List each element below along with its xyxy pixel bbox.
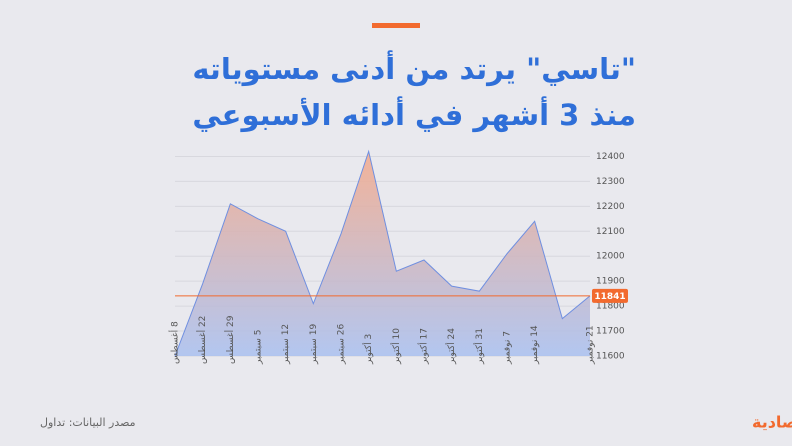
- area-fill: [175, 151, 590, 356]
- line: [174, 149, 591, 357]
- x-tick-label: 22 أغسطس: [196, 316, 208, 364]
- x-tick-label: 14 نوفمبر: [530, 325, 540, 365]
- x-tick-label: 8 أغسطس: [169, 321, 181, 364]
- x-tick-label: 7 نوفمبر: [503, 331, 513, 365]
- y-tick-label: 12300: [596, 177, 625, 187]
- x-tick-label: 17 أكتوبر: [418, 328, 430, 365]
- reference-label: 11841: [594, 292, 625, 302]
- x-tick-label: 19 سبتمبر: [309, 324, 319, 365]
- x-tick-label: 10 أكتوبر: [390, 328, 402, 365]
- y-tick-label: 11700: [596, 327, 625, 337]
- y-tick-label: 12200: [596, 202, 625, 212]
- y-tick-label: 11600: [596, 352, 625, 362]
- y-tick-label: 12000: [596, 252, 625, 262]
- x-tick-label: 5 سبتمبر: [254, 330, 264, 365]
- y-tick-label: 12100: [596, 227, 625, 237]
- source: مصدر البيانات: تداول: [40, 416, 136, 429]
- x-tick-label: 21 نوفمبر: [586, 325, 596, 365]
- x-tick-label: 24 أكتوبر: [445, 328, 457, 365]
- reference-badge: [592, 288, 628, 303]
- logo: الاقتصادية: [752, 413, 792, 432]
- accent-bar: [372, 23, 420, 28]
- title-line: منذ 3 أشهر في أدائه الأسبوعي: [192, 98, 636, 132]
- y-tick-label: 12400: [596, 152, 625, 162]
- x-tick-label: 29 أغسطس: [224, 315, 236, 364]
- x-tick-label: 12 سبتمبر: [281, 324, 291, 365]
- y-tick-label: 11900: [596, 277, 625, 287]
- y-tick-label: 11800: [596, 302, 625, 312]
- title-line: "تاسي" يرتد من أدنى مستوياته: [192, 52, 636, 86]
- x-tick-label: 26 سبتمبر: [337, 324, 347, 365]
- x-tick-label: 31 أكتوبر: [473, 328, 485, 365]
- x-tick-label: 3 أكتوبر: [362, 334, 374, 365]
